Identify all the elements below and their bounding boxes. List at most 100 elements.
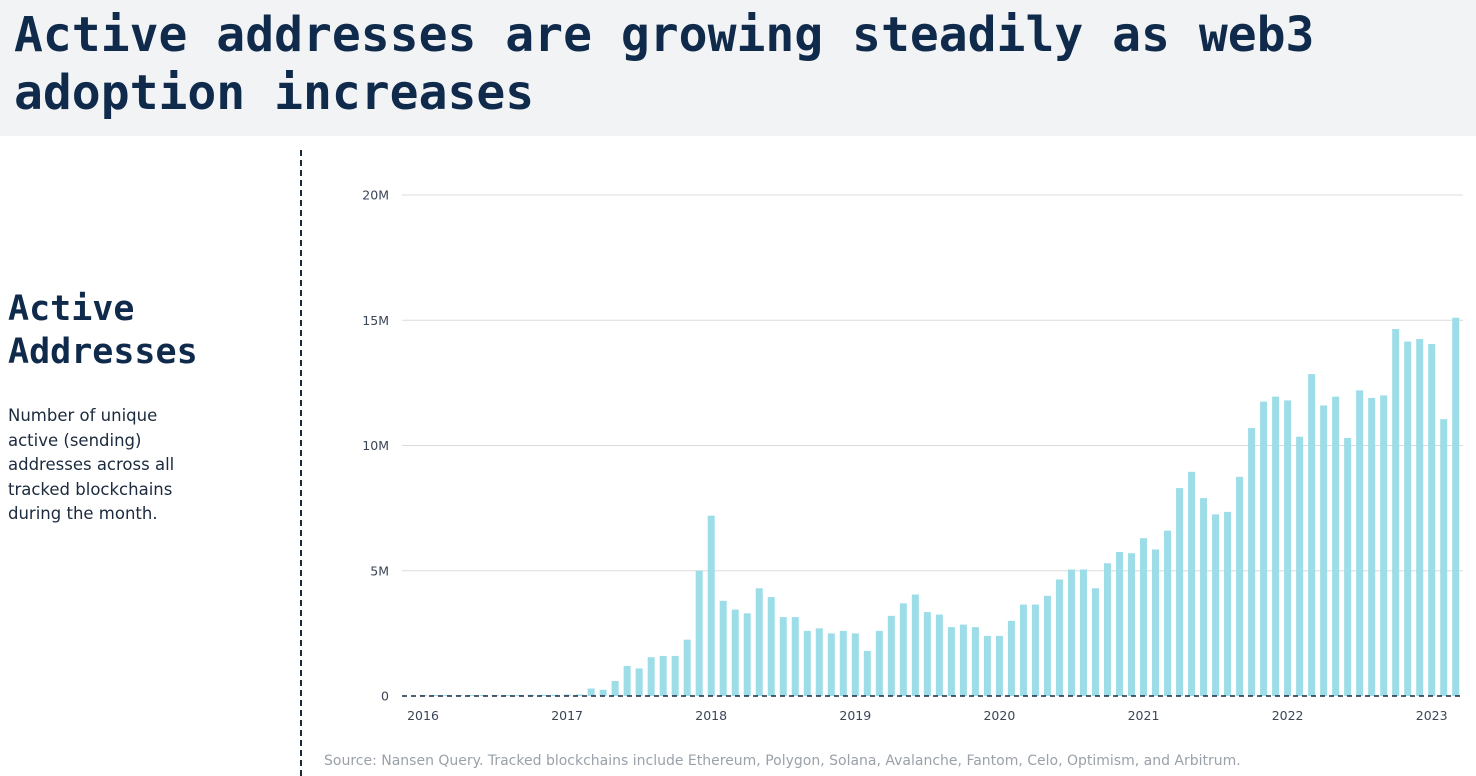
bar [647,657,655,696]
source-note: Source: Nansen Query. Tracked blockchain… [324,753,1241,769]
section-divider [300,150,302,776]
bar [1356,390,1364,696]
x-tick-label: 2020 [983,708,1015,723]
bar [923,612,931,696]
bar [1055,579,1063,696]
bar [851,633,859,697]
bar [1079,569,1087,696]
bar [1103,563,1111,696]
bar [1248,427,1256,696]
bar [935,614,943,696]
bar [431,695,439,696]
bar [731,609,739,696]
bar [1140,538,1147,696]
bar [1428,344,1436,696]
bar [983,635,991,696]
y-tick-label: 0 [381,689,389,704]
x-tick-label: 2019 [839,708,871,723]
bar [1272,396,1280,696]
bar [1127,553,1135,696]
bar [1043,595,1051,696]
bar [911,594,919,696]
chart-section-title: Active Addresses [8,289,198,372]
bar [827,633,835,697]
bar [1380,395,1388,696]
bar [1440,419,1448,696]
bar [779,617,787,696]
page-title: Active addresses are growing steadily as… [14,7,1315,121]
header-banner: Active addresses are growing steadily as… [0,0,1476,136]
bar [875,630,883,696]
bar [1452,317,1460,696]
bar [791,617,799,696]
axes: 0 5M 10M 15M 20M 2016 2017 2018 2019 2020 2021 2022… [362,188,1463,723]
bar [839,630,847,696]
bar [1284,400,1292,696]
bar [1296,436,1304,696]
bar [539,694,547,696]
x-tick-label: 2018 [695,708,727,723]
bar [863,650,871,696]
bar [1404,341,1412,696]
bar [1200,498,1208,696]
bar [1320,405,1328,696]
bar [1019,604,1027,696]
bar [611,680,619,696]
bar [1091,588,1099,696]
bar [755,588,763,696]
bar [1308,374,1316,696]
bar [1212,514,1220,696]
bar [1344,437,1352,696]
bar [467,695,475,696]
y-tick-label: 20M [362,188,389,203]
y-tick-label: 5M [370,563,389,578]
bar [1392,329,1400,696]
x-tick-label: 2023 [1416,708,1448,723]
x-tick-label: 2016 [407,708,439,723]
bar [1007,620,1015,696]
bar [1260,401,1268,696]
bar [1416,339,1424,696]
bar [503,695,511,696]
x-tick-label: 2017 [551,708,583,723]
bar [1115,551,1123,696]
bar [659,655,667,696]
x-tick-label: 2021 [1128,708,1160,723]
bar [995,635,1003,696]
bars [419,317,1460,697]
y-tick-label: 15M [362,313,389,328]
x-tick-label: 2022 [1272,708,1304,723]
bar [635,668,643,696]
bar [803,630,811,696]
bar [695,570,703,696]
bar [887,615,895,696]
bar [671,655,679,696]
bar [1224,511,1232,696]
y-tick-label: 10M [362,438,389,453]
bar [1188,471,1196,696]
gridlines [402,194,1463,572]
bar [899,603,907,696]
bar [959,624,967,696]
bar [815,628,823,696]
bar [1236,476,1244,696]
bar [767,597,775,696]
chart-description: Number of unique active (sending) addres… [8,406,175,523]
bar [599,689,607,696]
bar [1368,397,1376,696]
bar [623,665,631,696]
bar [947,627,955,696]
bar [1031,604,1039,696]
bar [1332,396,1340,696]
bar [719,600,727,696]
bar [743,613,751,696]
bar [575,694,583,696]
bar [1067,569,1075,696]
bar [971,627,979,696]
bar [587,688,595,696]
bar [707,515,715,696]
bar [683,639,691,696]
bar [1152,549,1160,696]
bar [1176,488,1184,696]
